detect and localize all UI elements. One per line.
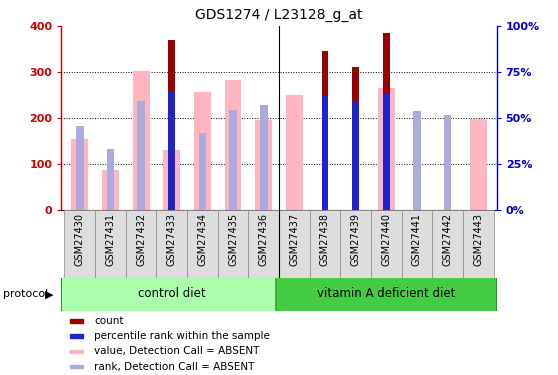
Bar — [199, 133, 206, 210]
Bar — [260, 105, 267, 210]
Bar — [224, 81, 242, 210]
Bar — [71, 139, 88, 210]
Bar — [321, 96, 328, 210]
Bar — [255, 120, 272, 210]
Text: rank, Detection Call = ABSENT: rank, Detection Call = ABSENT — [94, 362, 254, 372]
Title: GDS1274 / L23128_g_at: GDS1274 / L23128_g_at — [195, 9, 363, 22]
Bar — [102, 170, 119, 210]
Bar — [169, 40, 175, 210]
FancyBboxPatch shape — [61, 276, 282, 313]
Text: count: count — [94, 316, 123, 326]
Bar — [279, 210, 310, 278]
Text: protocol: protocol — [3, 290, 48, 299]
Text: GSM27435: GSM27435 — [228, 213, 238, 267]
Bar — [321, 51, 328, 210]
Text: GSM27432: GSM27432 — [136, 213, 146, 267]
Bar — [70, 319, 83, 322]
Bar — [378, 88, 395, 210]
Bar — [126, 210, 156, 278]
Text: GSM27430: GSM27430 — [75, 213, 85, 266]
Text: vitamin A deficient diet: vitamin A deficient diet — [317, 287, 455, 300]
Text: GSM27440: GSM27440 — [381, 213, 391, 266]
Text: ▶: ▶ — [45, 290, 53, 299]
Text: GSM27433: GSM27433 — [167, 213, 177, 266]
Bar — [70, 350, 83, 353]
Text: GSM27437: GSM27437 — [290, 213, 299, 267]
Bar — [169, 92, 175, 210]
Bar — [70, 365, 83, 369]
Text: GSM27438: GSM27438 — [320, 213, 330, 266]
Bar — [156, 210, 187, 278]
Text: GSM27441: GSM27441 — [412, 213, 422, 266]
Text: GSM27434: GSM27434 — [198, 213, 208, 266]
Bar — [371, 210, 402, 278]
Bar — [229, 110, 237, 210]
Bar — [402, 210, 432, 278]
Text: GSM27443: GSM27443 — [473, 213, 483, 266]
Bar — [133, 71, 150, 210]
FancyBboxPatch shape — [276, 276, 497, 313]
Bar — [352, 67, 359, 210]
Bar — [137, 100, 145, 210]
Bar — [413, 111, 421, 210]
Bar — [70, 334, 83, 338]
Bar — [432, 210, 463, 278]
Bar — [163, 150, 180, 210]
Bar — [286, 95, 303, 210]
Text: percentile rank within the sample: percentile rank within the sample — [94, 331, 270, 341]
Bar — [187, 210, 218, 278]
Bar — [76, 126, 84, 210]
Text: GSM27431: GSM27431 — [105, 213, 116, 266]
Text: value, Detection Call = ABSENT: value, Detection Call = ABSENT — [94, 346, 259, 356]
Bar — [218, 210, 248, 278]
Bar — [463, 210, 494, 278]
Bar — [107, 149, 114, 210]
Bar — [470, 119, 487, 210]
Bar — [383, 94, 389, 210]
Bar — [194, 92, 211, 210]
Bar — [64, 210, 95, 278]
Bar — [444, 115, 451, 210]
Text: GSM27442: GSM27442 — [442, 213, 453, 267]
Bar — [383, 33, 389, 210]
Text: GSM27439: GSM27439 — [350, 213, 360, 266]
Text: GSM27436: GSM27436 — [259, 213, 268, 266]
Text: control diet: control diet — [138, 287, 205, 300]
Bar — [95, 210, 126, 278]
Bar — [310, 210, 340, 278]
Bar — [340, 210, 371, 278]
Bar — [248, 210, 279, 278]
Bar — [352, 100, 359, 210]
